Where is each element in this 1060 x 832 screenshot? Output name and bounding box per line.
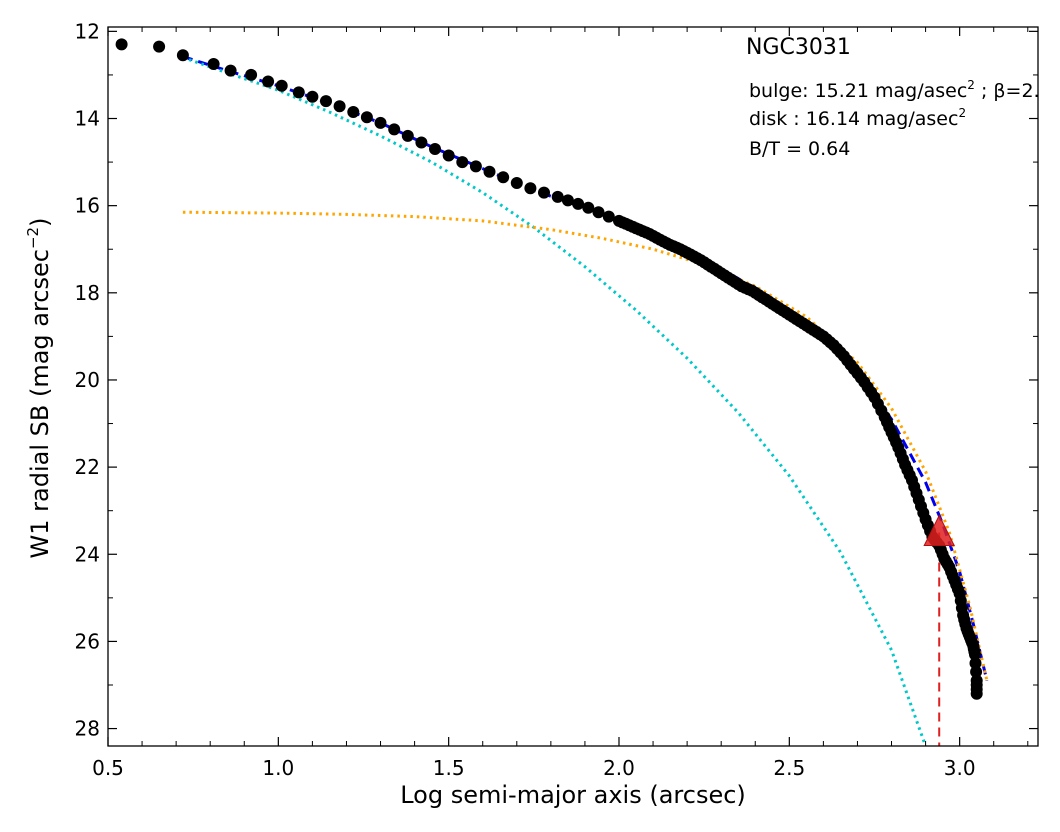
x-axis-label: Log semi-major axis (arcsec) bbox=[400, 781, 746, 809]
data-point bbox=[388, 123, 401, 136]
data-point bbox=[207, 58, 220, 70]
data-point bbox=[347, 106, 360, 118]
annotation-bt: B/T = 0.64 bbox=[749, 138, 850, 160]
x-tick-label: 2.5 bbox=[773, 756, 805, 780]
y-axis-label-end: ) bbox=[26, 218, 54, 227]
data-point bbox=[896, 453, 909, 466]
annotation-bulge-text: bulge: 15.21 mag/asec bbox=[749, 80, 967, 102]
data-point bbox=[602, 210, 615, 223]
data-point bbox=[442, 149, 455, 162]
data-point bbox=[456, 156, 469, 169]
data-point bbox=[245, 68, 258, 81]
fit-lines bbox=[182, 55, 989, 746]
data-point bbox=[844, 358, 857, 371]
data-point bbox=[483, 165, 496, 178]
data-point bbox=[955, 602, 968, 614]
y-tick-label: 14 bbox=[75, 107, 100, 131]
annotation-disk-text: disk : 16.14 mag/asec bbox=[749, 108, 958, 130]
data-point bbox=[592, 206, 605, 219]
x-tick-label: 0.5 bbox=[92, 756, 124, 780]
data-point bbox=[497, 171, 510, 184]
data-point bbox=[360, 111, 373, 124]
data-point bbox=[970, 683, 983, 696]
axis-ticks bbox=[107, 27, 1038, 746]
annotation-disk: disk : 16.14 mag/asec2 bbox=[749, 106, 966, 130]
x-tick-label: 3.0 bbox=[944, 756, 976, 780]
data-point bbox=[538, 186, 550, 199]
data-point bbox=[572, 197, 585, 210]
annotation-bulge-beta: ; β=2. bbox=[975, 80, 1040, 102]
y-tick-label: 16 bbox=[75, 194, 100, 218]
data-point bbox=[875, 404, 888, 417]
data-point bbox=[153, 40, 166, 53]
data-point bbox=[306, 90, 319, 103]
bulge-fit-line bbox=[182, 56, 928, 746]
data-point bbox=[883, 421, 896, 434]
data-point bbox=[917, 506, 930, 519]
data-point bbox=[469, 160, 482, 173]
data-point bbox=[582, 201, 595, 214]
data-point bbox=[333, 100, 346, 113]
y-tick-label: 18 bbox=[75, 281, 100, 305]
data-point bbox=[401, 129, 414, 142]
data-point bbox=[510, 177, 523, 189]
data-point bbox=[224, 64, 237, 77]
data-point bbox=[865, 386, 878, 399]
y-axis-label: W1 radial SB (mag arcsec−2) bbox=[24, 218, 54, 559]
tick-labels: 0.5 1.0 1.5 2.0 2.5 3.0 12 14 16 18 20 22 24 26 28 bbox=[75, 19, 976, 780]
annotation-bulge: bulge: 15.21 mag/asec2 ; β=2. bbox=[749, 78, 1040, 102]
limit-marker-triangle bbox=[923, 514, 956, 546]
data-point bbox=[969, 657, 982, 670]
data-point bbox=[970, 665, 983, 678]
data-point bbox=[910, 487, 923, 500]
data-point bbox=[429, 143, 441, 155]
data-point bbox=[951, 583, 964, 596]
data-point bbox=[374, 116, 387, 129]
chart-title: NGC3031 bbox=[746, 35, 851, 60]
y-tick-label: 12 bbox=[75, 19, 100, 43]
y-axis-label-text: W1 radial SB (mag arcsec bbox=[26, 249, 54, 558]
marker-layer bbox=[923, 514, 956, 546]
disk-fit-line bbox=[182, 210, 989, 681]
data-point bbox=[834, 346, 847, 359]
data-point bbox=[275, 79, 288, 92]
data-point bbox=[292, 86, 305, 99]
y-tick-label: 20 bbox=[75, 368, 100, 392]
data-point bbox=[320, 95, 332, 108]
data-point bbox=[561, 194, 574, 207]
y-tick-label: 26 bbox=[75, 629, 100, 653]
data-point bbox=[115, 38, 128, 51]
plot-frame bbox=[107, 26, 1039, 747]
x-tick-label: 2.0 bbox=[603, 756, 635, 780]
data-point bbox=[903, 469, 916, 482]
y-axis-label-sup: −2 bbox=[24, 227, 42, 249]
x-tick-label: 1.5 bbox=[433, 756, 465, 780]
data-point bbox=[968, 645, 981, 658]
y-tick-label: 28 bbox=[75, 717, 100, 741]
annotation-disk-sup: 2 bbox=[958, 106, 966, 120]
y-tick-label: 24 bbox=[75, 542, 100, 566]
annotation-bulge-sup: 2 bbox=[967, 78, 975, 92]
total-fit-line bbox=[182, 55, 989, 681]
data-points bbox=[115, 38, 983, 700]
x-tick-label: 1.0 bbox=[262, 756, 294, 780]
y-tick-label: 22 bbox=[75, 455, 100, 479]
data-point bbox=[524, 182, 537, 195]
data-point bbox=[262, 75, 275, 88]
data-point bbox=[551, 190, 564, 203]
data-point bbox=[890, 436, 903, 449]
data-point bbox=[854, 371, 867, 384]
data-point bbox=[176, 49, 189, 62]
data-point bbox=[415, 136, 428, 149]
